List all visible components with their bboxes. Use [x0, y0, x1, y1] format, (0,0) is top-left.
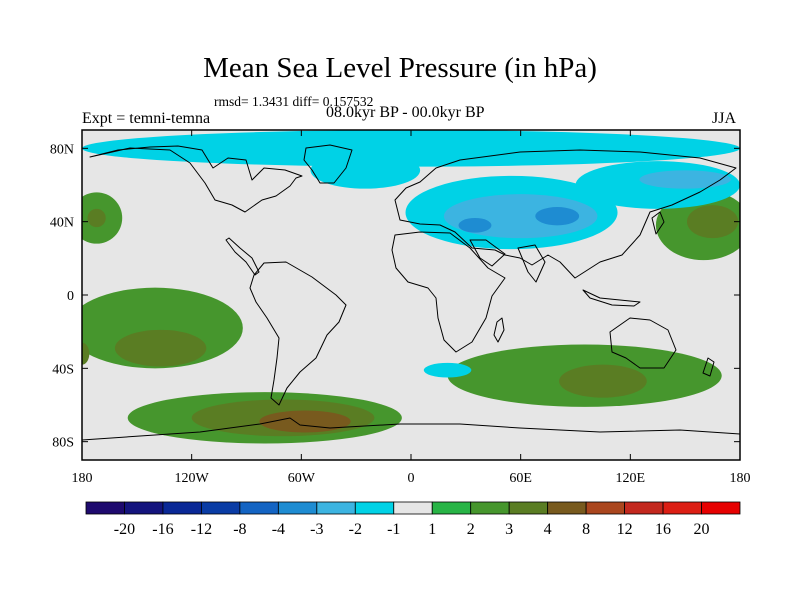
colorbar-label: -8 — [233, 521, 246, 538]
colorbar-label: -3 — [310, 521, 323, 538]
coastline-north-america — [89, 145, 303, 213]
coastlines — [82, 144, 740, 460]
colorbar-label: 1 — [428, 521, 436, 538]
colorbar-box — [662, 501, 702, 515]
region-arctic-low — [82, 130, 740, 167]
x-tick-label: 0 — [408, 471, 415, 486]
pressure-anomaly-fill — [82, 130, 740, 460]
coastline-indonesia — [582, 289, 641, 307]
region-south-atlantic-low — [423, 362, 472, 378]
coastline-greenland — [303, 144, 353, 184]
colorbar-label: 8 — [582, 521, 590, 538]
colorbar-label: -1 — [387, 521, 400, 538]
region-north-atlantic-low — [310, 152, 421, 189]
chart-title: Mean Sea Level Pressure (in hPa) — [203, 52, 597, 84]
colorbar-label: -16 — [152, 521, 173, 538]
experiment-label: Expt = temni-temna — [82, 110, 211, 127]
y-tick-label: 80N — [50, 142, 74, 157]
region-ne-pacific-high-core — [87, 208, 106, 228]
period-label: 08.0kyr BP - 00.0kyr BP — [326, 104, 485, 121]
coastline-central-america — [225, 237, 260, 276]
colorbar-box — [316, 501, 356, 515]
y-tick-label: 0 — [67, 289, 74, 304]
colorbar-box — [701, 501, 741, 515]
x-tick-label: 180 — [72, 471, 93, 486]
colorbar-label: 12 — [617, 521, 633, 538]
colorbar-label: 4 — [544, 521, 552, 538]
colorbar-box — [277, 501, 318, 515]
y-tick-label: 40N — [50, 216, 74, 231]
colorbar-label: -12 — [191, 521, 212, 538]
colorbar-box — [508, 501, 549, 515]
colorbar: -20 -16 -12 -8 -4 -3 -2 -1 1 2 3 4 8 12 16 20 — [85, 501, 741, 538]
x-tick-label: 120E — [616, 471, 646, 486]
y-tick-label: 40S — [52, 362, 74, 377]
colorbar-box — [585, 501, 625, 515]
colorbar-label: -2 — [349, 521, 362, 538]
region-west-pacific-high-core — [686, 205, 739, 239]
colorbar-label: 20 — [694, 521, 710, 538]
coastline-india — [517, 244, 546, 283]
colorbar-box — [162, 501, 202, 515]
coastline-antarctica — [82, 417, 740, 460]
coastline-australia — [609, 317, 677, 369]
colorbar-label: 16 — [655, 521, 671, 538]
region-south-pacific-core — [114, 329, 207, 367]
colorbar-box — [239, 501, 279, 515]
colorbar-box — [393, 501, 433, 515]
region-indian-ocean-core — [559, 364, 647, 398]
y-tick-label: 80S — [52, 436, 74, 451]
coastline-japan — [651, 211, 665, 235]
coastline-madagascar — [493, 317, 505, 343]
colorbar-box — [85, 501, 125, 515]
coastline-new-zealand — [702, 357, 715, 377]
coastline-eurasia — [394, 149, 737, 279]
coastline-arabia — [469, 239, 506, 267]
region-mediterranean-low-core — [458, 218, 492, 233]
region-eurasia-low-core — [535, 207, 580, 226]
axis-ticks: 180 120W 60W 0 60E 120E 180 80N 40N 0 40S 80S — [50, 130, 751, 486]
region-east-asia-low-core — [639, 170, 731, 189]
coastline-africa — [391, 231, 506, 353]
colorbar-label: 3 — [505, 521, 513, 538]
colorbar-box — [431, 501, 472, 515]
colorbar-box — [470, 501, 510, 515]
colorbar-label: 2 — [467, 521, 475, 538]
colorbar-box — [354, 501, 395, 515]
colorbar-box — [201, 501, 241, 515]
season-label: JJA — [712, 110, 737, 127]
colorbar-box — [624, 501, 664, 515]
x-tick-label: 180 — [730, 471, 751, 486]
x-tick-label: 60E — [509, 471, 532, 486]
x-tick-label: 60W — [288, 471, 316, 486]
rmsd-subtitle: rmsd= 1.3431 diff= 0.157532 — [214, 94, 374, 109]
colorbar-label: -4 — [272, 521, 285, 538]
region-southern-ocean-core-inner — [259, 410, 351, 433]
colorbar-label: -20 — [114, 521, 135, 538]
x-tick-label: 120W — [175, 471, 210, 486]
colorbar-box — [547, 501, 587, 515]
region-west-pacific-edge — [82, 342, 90, 365]
colorbar-box — [124, 501, 164, 515]
coastline-south-america — [249, 261, 347, 406]
